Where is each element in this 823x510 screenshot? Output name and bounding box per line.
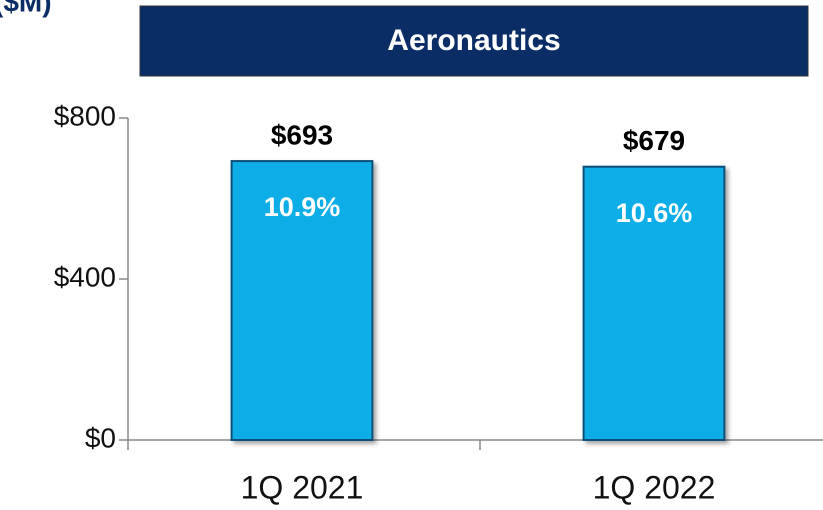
margin-label: 10.9% xyxy=(264,192,341,222)
unit-label: ($M) xyxy=(0,0,52,17)
value-label: $679 xyxy=(623,125,685,156)
margin-label: 10.6% xyxy=(616,198,693,228)
y-tick-label: $800 xyxy=(54,100,116,131)
x-tick-label: 1Q 2021 xyxy=(241,469,364,505)
chart-title: Aeronautics xyxy=(387,24,560,57)
y-tick-label: $400 xyxy=(54,261,116,292)
title-box xyxy=(139,5,809,77)
value-label: $693 xyxy=(271,119,333,150)
bar xyxy=(582,165,726,441)
x-tick-label: 1Q 2022 xyxy=(593,469,716,505)
y-tick-label: $0 xyxy=(85,422,116,453)
bar xyxy=(230,160,374,441)
